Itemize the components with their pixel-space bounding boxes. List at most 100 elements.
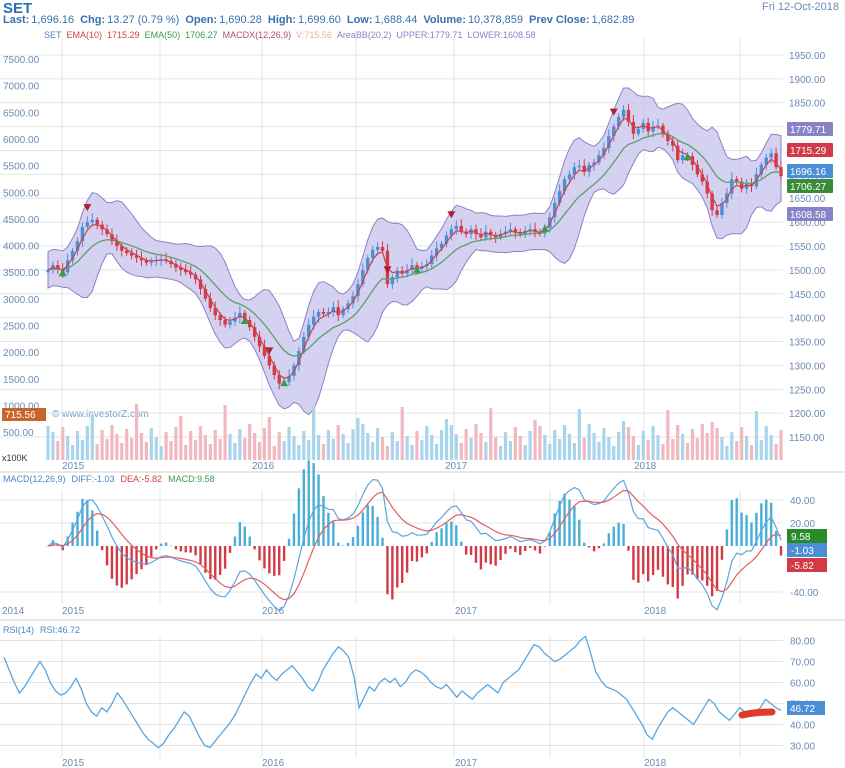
macd-histogram-bar: [455, 525, 458, 546]
volume-bar: [435, 444, 439, 460]
rsi-legend: RSI(14) RSI:46.72: [3, 625, 86, 635]
price-tag: [787, 207, 833, 221]
macd-histogram-bar: [420, 546, 424, 558]
macd-histogram-bar: [686, 546, 689, 575]
volume-bar: [287, 427, 291, 460]
macd-histogram-bar: [661, 546, 665, 577]
macd-histogram-bar: [218, 546, 222, 575]
volume-bar: [218, 439, 222, 460]
buy-signal-marker: [280, 379, 289, 387]
macd-histogram-bar: [415, 546, 419, 562]
legend-entry: SET: [44, 30, 62, 40]
volume-bar: [449, 425, 453, 460]
volume-bar: [115, 434, 119, 460]
volume-tag-label: 715.56: [5, 410, 36, 421]
macd-histogram-bar: [361, 512, 365, 546]
macd-histogram-bar: [632, 546, 635, 580]
volume-bar: [533, 420, 537, 460]
legend-entry: RSI:46.72: [40, 625, 81, 635]
macd-histogram-bar: [676, 546, 679, 599]
macd-histogram-bar: [681, 546, 684, 586]
macd-histogram-bar: [405, 546, 409, 573]
volume-bar: [341, 434, 345, 460]
x-tick-label: 2018: [644, 606, 667, 617]
macd-histogram-bar: [725, 529, 729, 546]
macd-histogram-bar: [199, 546, 202, 565]
macd-histogram-bar: [282, 546, 286, 561]
macd-histogram-bar: [489, 546, 492, 565]
volume-bar: [238, 429, 242, 460]
candle-body: [129, 253, 134, 256]
volume-bar: [297, 445, 301, 460]
y-right-tick-label: 1650.00: [789, 194, 826, 205]
y-left-tick-label: 7500.00: [3, 55, 40, 66]
macd-histogram-bar: [774, 530, 778, 546]
macd-histogram-bar: [179, 546, 183, 552]
macd-histogram-bar: [159, 543, 163, 546]
volume-bar: [75, 431, 80, 460]
candle-body: [769, 153, 773, 158]
candle-body: [774, 153, 778, 168]
candle-body: [346, 303, 350, 310]
legend-entry: AreaBB(20,2): [336, 30, 392, 40]
volume-bar: [621, 421, 626, 460]
y-left-tick-label: 6000.00: [3, 135, 40, 146]
ema50-line: [47, 133, 782, 357]
date-label: Fri 12-Oct-2018: [761, 1, 839, 13]
volume-bar: [125, 429, 129, 460]
macd-histogram-bar: [105, 546, 109, 566]
macd-histogram-bar: [710, 546, 714, 597]
volume-bar: [464, 429, 468, 460]
macd-histogram-bar: [401, 546, 404, 583]
volume-bar: [420, 440, 424, 460]
legend-entry: LOWER:1608.58: [467, 30, 536, 40]
y-right-tick-label: 1900.00: [789, 75, 826, 86]
macd-histogram-bar: [332, 521, 335, 546]
macd-histogram-bar: [553, 513, 556, 546]
macd-histogram-bar: [337, 542, 340, 546]
macd-histogram-bar: [209, 546, 212, 580]
macd-histogram-bar: [376, 517, 379, 546]
macd-histogram-bar: [519, 546, 522, 555]
volume-bar: [661, 444, 665, 460]
y-left-tick-label: 3000.00: [3, 295, 40, 306]
volume-bar: [405, 436, 409, 460]
macd-histogram-bar: [583, 542, 586, 546]
candle-body: [228, 321, 232, 325]
candle-body: [375, 246, 380, 250]
quote-label: Chg:: [80, 14, 106, 26]
candle-body: [203, 288, 208, 299]
candle-body: [582, 165, 586, 172]
x-tick-label: 2017: [455, 758, 478, 768]
volume-bar: [149, 428, 153, 460]
y-left-tick-label: 500.00: [3, 428, 34, 439]
volume-bar: [676, 425, 680, 460]
macd-histogram-bar: [474, 546, 478, 563]
macd-histogram-bar: [115, 546, 119, 586]
candle-body: [474, 229, 478, 235]
volume-bar: [562, 425, 567, 460]
macd-tag: [787, 558, 827, 572]
volume-bar: [46, 426, 50, 460]
candle-body: [56, 265, 60, 269]
sell-signal-marker: [609, 108, 618, 116]
candle-body: [287, 375, 291, 383]
volume-bar: [248, 424, 252, 460]
macd-histogram-bar: [302, 469, 306, 546]
candle-body: [213, 308, 217, 316]
volume-bar: [617, 432, 621, 460]
volume-bar: [735, 441, 739, 460]
macd-histogram-bar: [317, 474, 320, 546]
quote-value: 10,378,859: [467, 14, 523, 26]
macd-histogram-bar: [396, 546, 399, 588]
macd-histogram-bar: [125, 546, 128, 585]
candle-body: [356, 284, 360, 297]
macd-histogram-bar: [66, 536, 69, 546]
volume-bar: [498, 446, 503, 460]
candle-body: [626, 109, 631, 122]
volume-bar: [553, 430, 557, 460]
volume-bar: [385, 446, 390, 460]
rsi-tag-label: 46.72: [790, 704, 815, 715]
candle-body: [651, 126, 655, 132]
